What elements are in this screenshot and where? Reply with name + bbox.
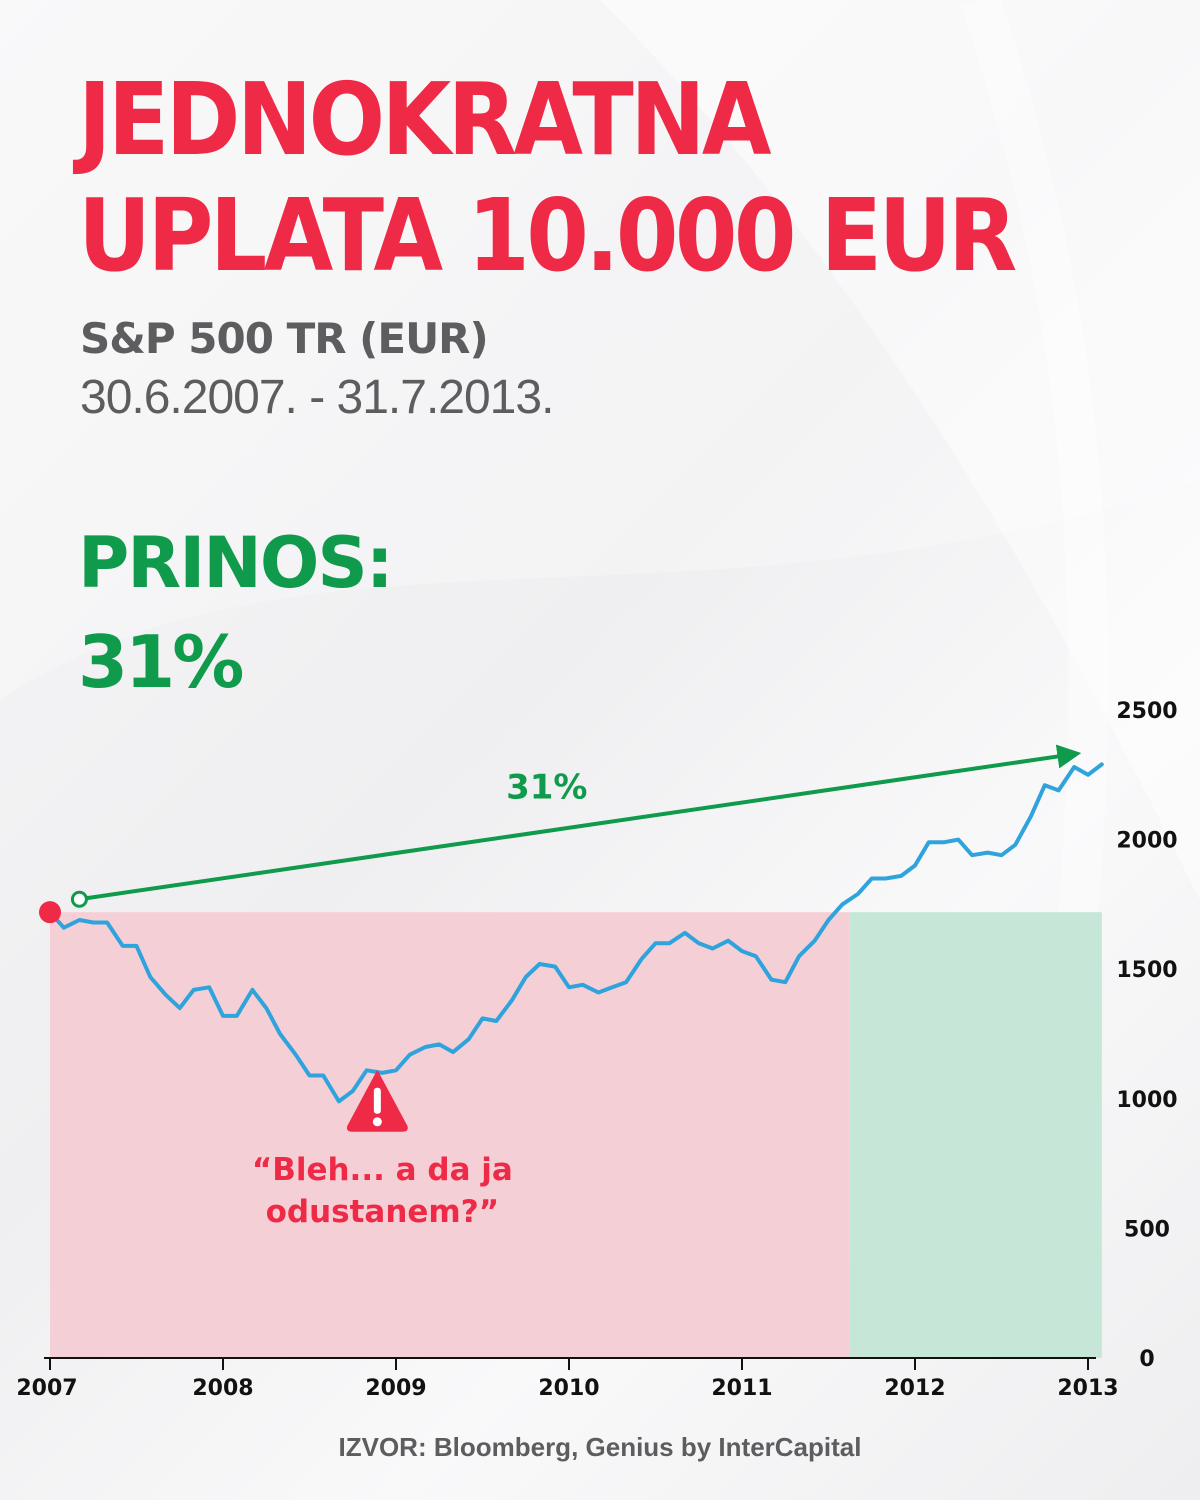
warning-quote-line-2: odustanem?”: [266, 1194, 500, 1230]
x-tick-label: 2011: [711, 1376, 772, 1401]
arrow-start-dot: [70, 890, 88, 908]
loss-zone: [50, 912, 850, 1358]
return-label: PRINOS:: [78, 522, 394, 604]
y-tick-label: 1500: [1116, 958, 1177, 983]
x-tick-label: 2007: [16, 1376, 77, 1401]
zones-layer: [50, 912, 1102, 1358]
title-line-2: UPLATA 10.000 EUR: [78, 177, 1017, 294]
period-range: 30.6.2007. - 31.7.2013.: [80, 371, 554, 424]
return-arrow: [79, 744, 1082, 902]
index-name: S&P 500 TR (EUR): [80, 314, 489, 363]
y-tick-label: 2000: [1116, 829, 1177, 854]
y-tick-label: 2500: [1116, 699, 1177, 724]
source-note: IZVOR: Bloomberg, Genius by InterCapital: [338, 1432, 862, 1462]
x-tick-label: 2013: [1057, 1376, 1118, 1401]
x-tick-label: 2012: [884, 1376, 945, 1401]
x-tick-label: 2009: [365, 1376, 426, 1401]
series-layer: [48, 762, 1104, 1104]
warning-triangle-icon: [346, 1069, 408, 1132]
y-tick-label: 0: [1139, 1347, 1154, 1372]
axis-layer: 2007 2008 2009 2010 2011 2012 2013 0 500 1000 1500…: [16, 699, 1177, 1401]
y-tick-label: 500: [1124, 1217, 1170, 1242]
page-title: JEDNOKRATNA UPLATA 10.000 EUR: [78, 61, 1017, 294]
warning-exclamation-bar: [373, 1087, 381, 1114]
return-value: 31%: [78, 620, 244, 704]
gain-zone: [849, 912, 1102, 1358]
warning-exclamation-dot: [372, 1117, 382, 1127]
warning-quote-line-1: “Bleh... a da ja: [252, 1152, 513, 1188]
title-line-1: JEDNOKRATNA: [78, 61, 772, 178]
arrow-label: 31%: [506, 768, 587, 808]
x-tick-label: 2010: [538, 1376, 599, 1401]
y-tick-label: 1000: [1116, 1088, 1177, 1113]
x-tick-label: 2008: [192, 1376, 253, 1401]
start-point-marker: [39, 901, 61, 924]
annotation-layer: 31% “Bleh... a da ja odustanem?”: [39, 744, 1082, 1230]
series-line: [48, 762, 1104, 1104]
